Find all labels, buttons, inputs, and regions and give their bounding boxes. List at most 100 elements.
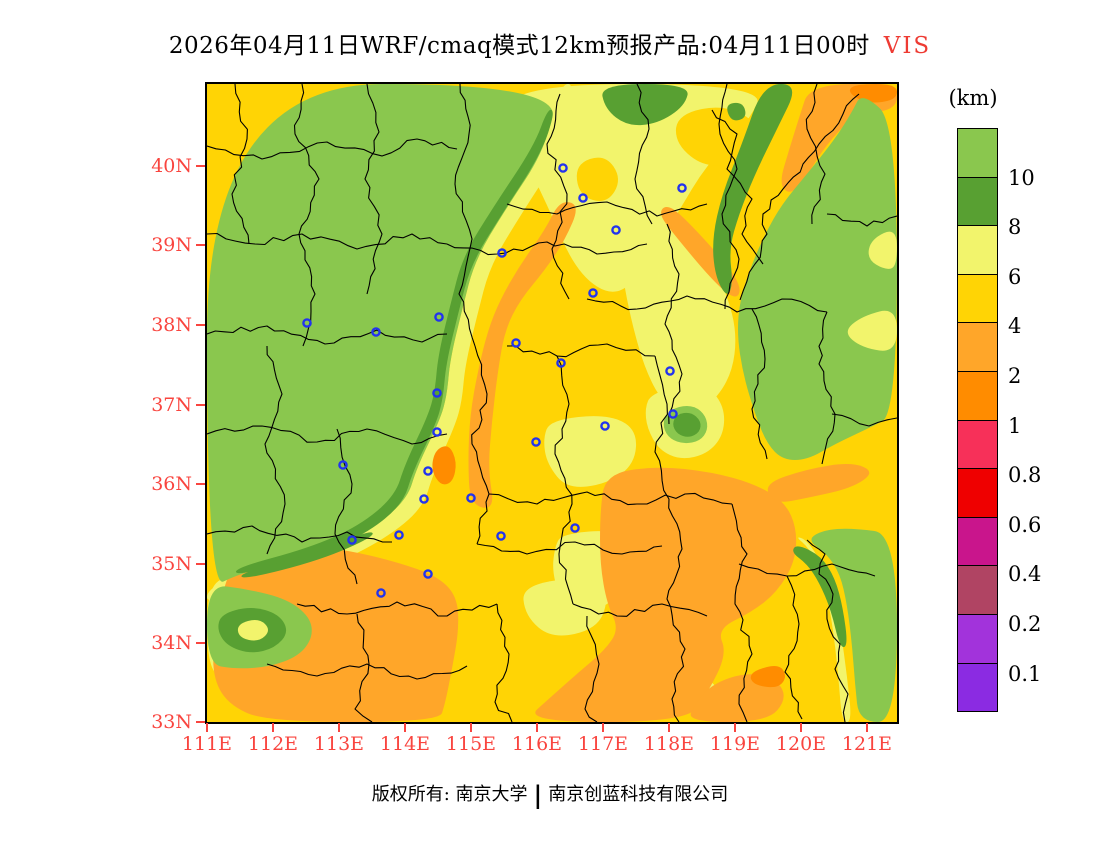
lat-tick-mark	[196, 324, 205, 326]
lon-tick-label: 120E	[775, 733, 827, 755]
station-marker	[466, 493, 476, 503]
county-boundary	[554, 355, 574, 605]
county-boundary	[494, 603, 513, 722]
county-boundary	[231, 84, 250, 245]
station-marker	[497, 248, 507, 258]
lat-tick-mark	[196, 563, 205, 565]
station-marker	[570, 523, 580, 533]
county-boundary	[296, 601, 498, 617]
contour-region-dg	[713, 84, 793, 294]
lon-tick-mark	[734, 723, 736, 732]
contour-region-do	[849, 84, 897, 103]
contour-region-do	[750, 666, 785, 688]
colorbar-segment	[957, 662, 998, 713]
colorbar-level-label: 6	[1008, 264, 1022, 289]
station-marker	[376, 588, 386, 598]
contour-region-o	[213, 545, 459, 722]
station-marker	[423, 569, 433, 579]
county-boundary	[751, 308, 768, 460]
lat-tick-label: 36N	[151, 473, 192, 495]
station-marker	[394, 530, 404, 540]
contour-region-dg	[602, 84, 688, 126]
contour-region-g	[811, 528, 897, 722]
title-text: 2026年04月11日WRF/cmaq模式12km预报产品:04月11日00时	[168, 33, 870, 59]
colorbar-segment	[957, 176, 998, 227]
county-boundary	[471, 345, 490, 545]
contour-region-py	[523, 578, 606, 636]
station-marker	[611, 225, 621, 235]
lat-tick-mark	[196, 483, 205, 485]
colorbar-level-label: 2	[1008, 364, 1022, 388]
station-marker	[347, 535, 357, 545]
station-marker	[496, 531, 506, 541]
colorbar-segment	[957, 225, 998, 275]
county-boundary	[488, 491, 733, 506]
colorbar-level-label: 10	[1008, 165, 1035, 190]
lat-tick-label: 33N	[151, 711, 192, 733]
contour-region-o	[767, 464, 870, 502]
lat-tick-label: 37N	[151, 394, 192, 416]
county-boundary	[584, 615, 600, 722]
lon-tick-label: 114E	[379, 733, 431, 755]
lon-tick-mark	[668, 723, 670, 732]
county-boundary	[364, 84, 383, 295]
county-boundary	[831, 413, 897, 427]
county-boundary	[207, 325, 448, 345]
county-boundary	[354, 613, 373, 722]
county-boundary	[293, 84, 320, 347]
contour-region-y	[576, 157, 619, 201]
station-marker	[371, 327, 381, 337]
visibility-contour-map	[207, 84, 897, 722]
county-boundary	[666, 498, 686, 722]
colorbar-segment	[957, 128, 998, 178]
lon-tick-mark	[800, 723, 802, 732]
lat-tick-mark	[196, 642, 205, 644]
variable-tag: VIS	[883, 33, 932, 59]
lon-tick-mark	[602, 723, 604, 732]
lon-tick-mark	[404, 723, 406, 732]
county-boundary	[818, 311, 836, 465]
contour-region-o	[535, 467, 797, 722]
contour-region-py	[544, 416, 637, 487]
colorbar-unit-label: (km)	[948, 86, 998, 110]
county-boundary	[476, 541, 663, 555]
colorbar	[957, 128, 998, 713]
county-boundary	[207, 525, 392, 543]
lon-tick-label: 111E	[181, 733, 233, 755]
colorbar-level-label: 0.2	[1008, 612, 1042, 636]
county-boundary	[572, 603, 708, 617]
county-boundary	[806, 539, 849, 722]
station-marker	[531, 437, 541, 447]
lon-tick-mark	[206, 723, 208, 732]
station-marker	[665, 366, 675, 376]
station-marker	[558, 163, 568, 173]
copyright-separator: |	[533, 780, 543, 809]
county-boundary	[738, 563, 876, 577]
contour-region-do	[432, 446, 456, 485]
station-marker	[434, 312, 444, 322]
colorbar-segment	[957, 273, 998, 324]
lon-tick-label: 119E	[709, 733, 761, 755]
contour-region-dg	[673, 412, 701, 437]
colorbar-level-label: 1	[1008, 413, 1022, 438]
station-marker	[677, 183, 687, 193]
station-marker	[556, 358, 566, 368]
colorbar-segment	[957, 468, 998, 518]
contour-region-o	[690, 674, 784, 722]
lon-tick-mark	[866, 723, 868, 732]
lon-tick-label: 113E	[313, 733, 365, 755]
station-marker	[338, 460, 348, 470]
station-marker	[588, 288, 598, 298]
station-marker	[578, 193, 588, 203]
county-boundary	[454, 84, 476, 347]
colorbar-level-label: 0.4	[1008, 562, 1042, 587]
station-marker	[432, 427, 442, 437]
colorbar-level-label: 0.1	[1008, 661, 1042, 686]
station-marker	[419, 494, 429, 504]
county-boundary	[731, 503, 753, 722]
county-boundary	[718, 84, 740, 310]
lat-tick-mark	[196, 404, 205, 406]
lat-tick-label: 34N	[151, 632, 192, 654]
county-boundary	[506, 343, 656, 358]
